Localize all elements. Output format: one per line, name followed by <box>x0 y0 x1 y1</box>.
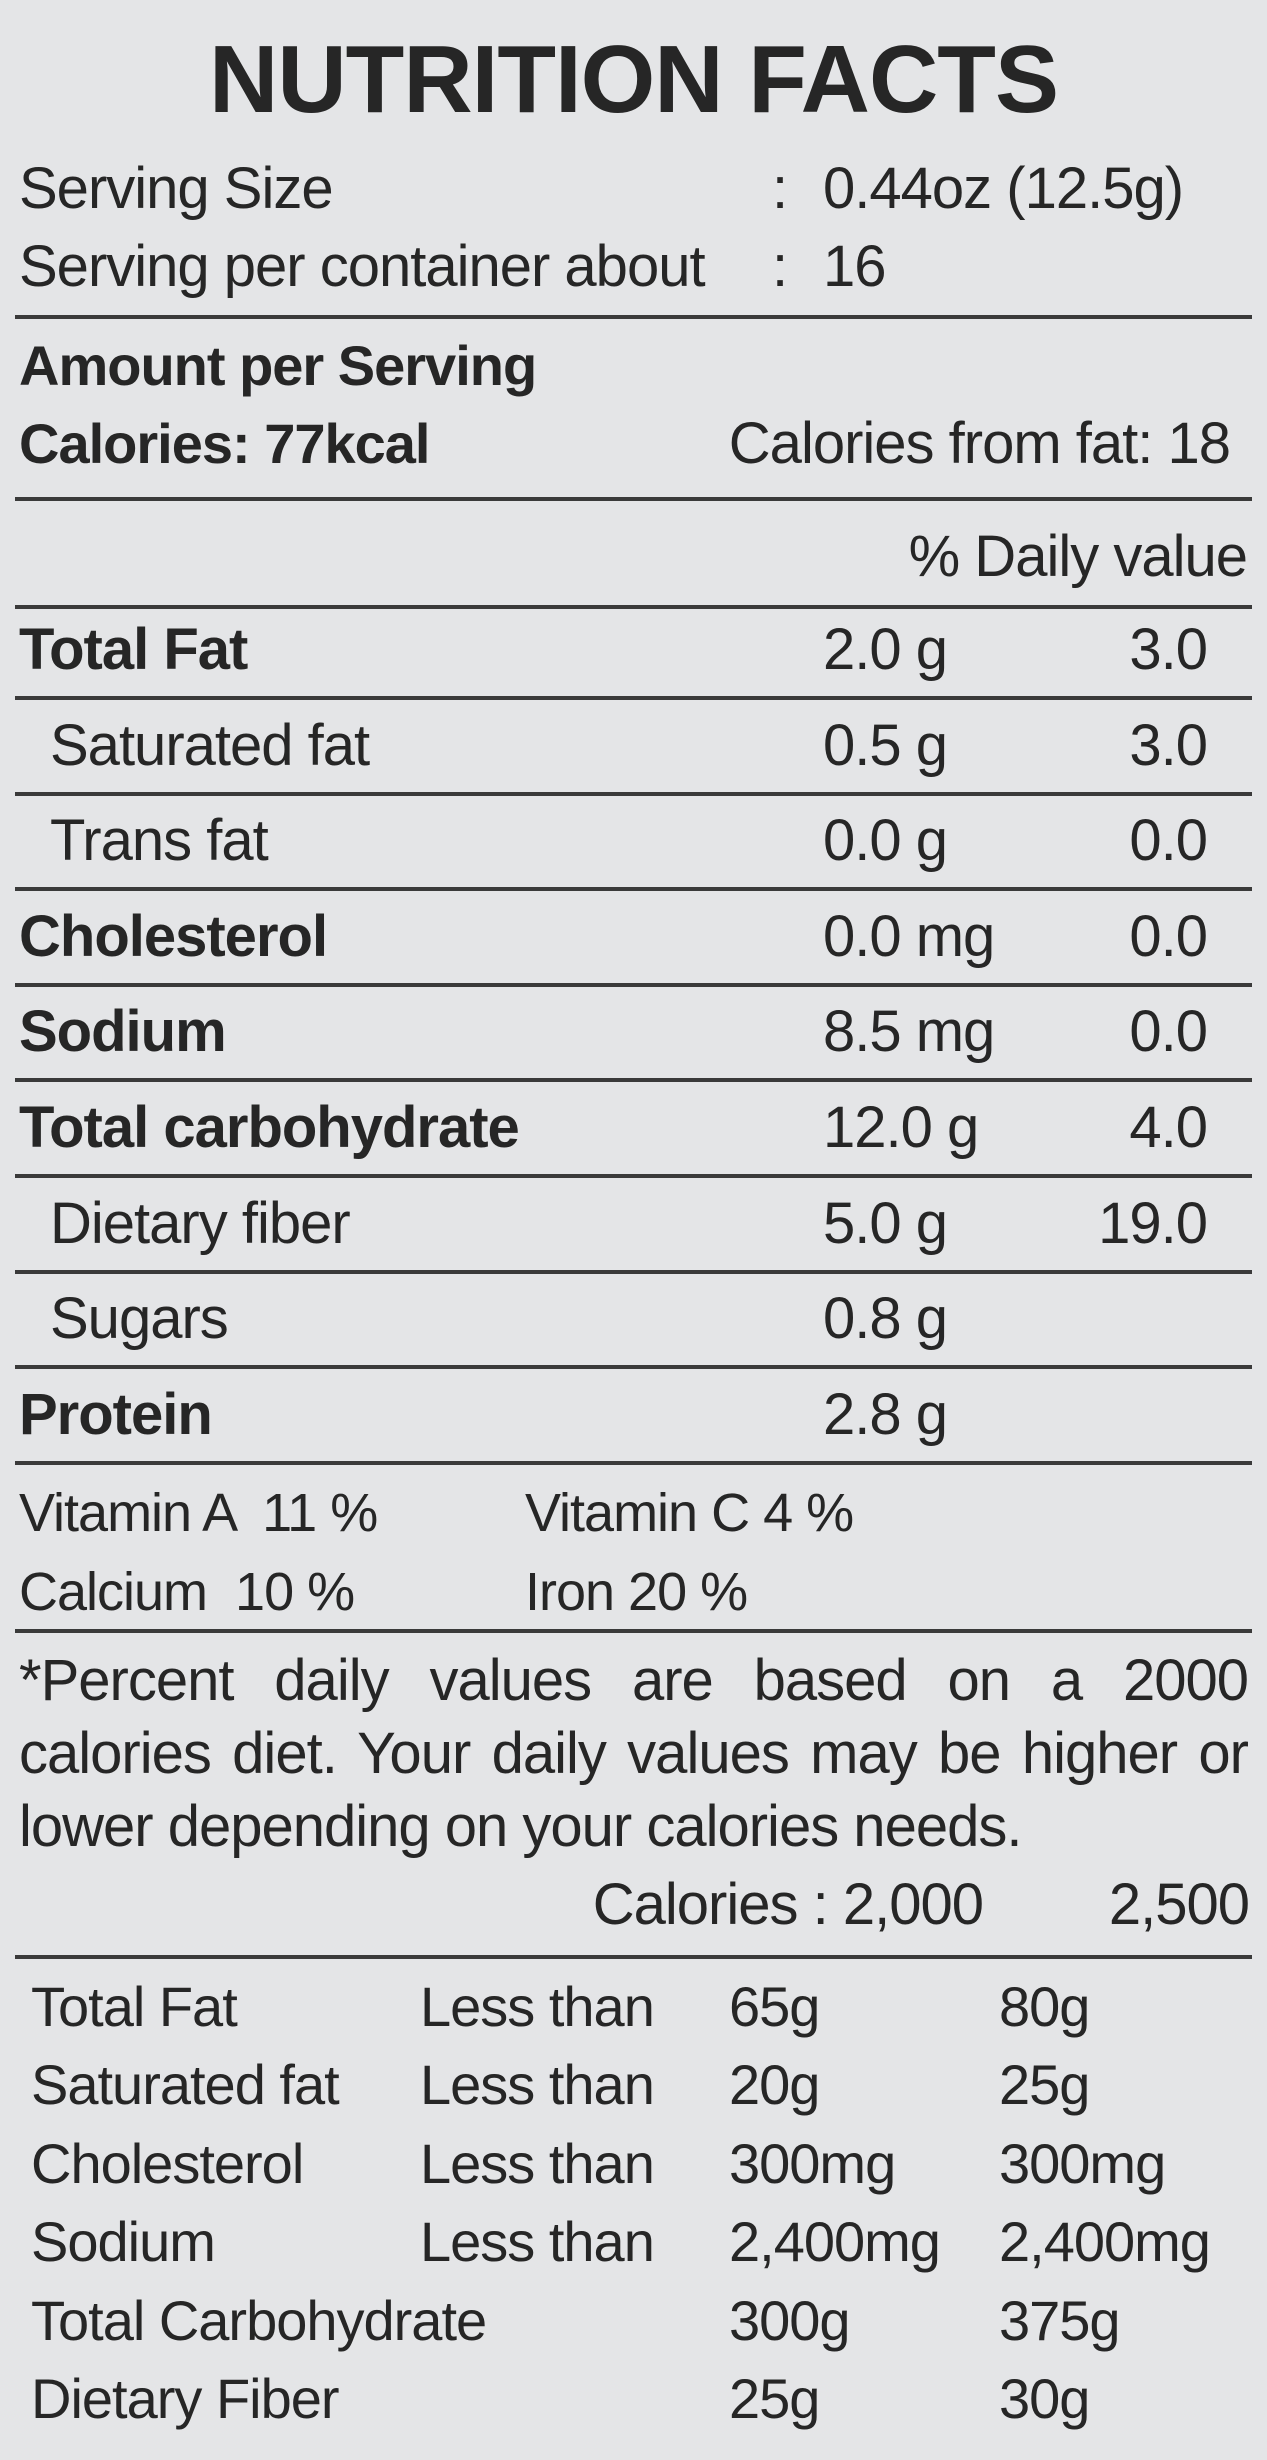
reference-cell: 65g <box>729 1975 820 2038</box>
reference-header: Calories : 2,000 <box>592 1872 984 1937</box>
nutrient-name: Cholesterol <box>19 903 328 969</box>
nutrient-name: Trans fat <box>50 808 269 874</box>
reference-cell: 300mg <box>729 2131 896 2195</box>
daily-value-heading: % Daily value <box>908 524 1248 589</box>
divider <box>15 1460 1252 1465</box>
nutrient-amount: 8.5 mg <box>823 999 995 1065</box>
nutrient-amount: 0.8 g <box>823 1286 948 1352</box>
nutrient-daily-value: 0.0 <box>1129 903 1208 969</box>
footnote-line: *Percent daily values are based on a 200… <box>19 1648 1249 1713</box>
reference-header: 2,500 <box>1108 1872 1250 1937</box>
reference-cell: 300mg <box>999 2131 1166 2195</box>
nutrient-name: Total Fat <box>19 617 248 682</box>
reference-cell: 2,400mg <box>999 2210 1211 2274</box>
amount-heading: Amount per Serving <box>19 334 537 397</box>
nutrient-daily-value: 0.0 <box>1129 808 1208 874</box>
calories-from-fat: Calories from fat: 18 <box>728 411 1231 476</box>
nutrient-name: Sodium <box>19 999 227 1065</box>
reference-cell: 375g <box>999 2288 1121 2352</box>
reference-cell: 2,400mg <box>729 2210 941 2274</box>
divider <box>15 497 1252 501</box>
serving-size-label: Serving Size <box>19 156 334 221</box>
divider <box>15 1269 1252 1274</box>
separator: : <box>772 234 788 299</box>
nutrient-amount: 5.0 g <box>823 1190 948 1256</box>
reference-cell: Less than <box>420 1975 655 2038</box>
nutrient-daily-value: 3.0 <box>1129 712 1208 778</box>
nutrient-amount: 0.0 g <box>823 808 948 874</box>
nutrient-daily-value: 19.0 <box>1098 1190 1208 1256</box>
nutrient-name: Saturated fat <box>50 712 370 778</box>
vitamin: Vitamin A 11 % <box>19 1483 378 1543</box>
reference-cell: Dietary Fiber <box>31 2367 340 2430</box>
reference-cell: Cholesterol <box>31 2131 304 2195</box>
servings-label: Serving per container about <box>19 234 706 299</box>
divider <box>15 1365 1252 1370</box>
reference-cell: 80g <box>999 1975 1090 2038</box>
nutrient-amount: 2.0 g <box>823 617 948 682</box>
reference-cell: Less than <box>420 2131 655 2195</box>
reference-cell: Total Carbohydrate <box>31 2288 487 2352</box>
reference-cell: 20g <box>729 2053 820 2117</box>
nutrient-daily-value: 4.0 <box>1129 1095 1208 1160</box>
nutrient-amount: 12.0 g <box>823 1095 979 1160</box>
reference-cell: Total Fat <box>31 1975 238 2038</box>
nutrient-daily-value: 0.0 <box>1129 999 1208 1065</box>
divider <box>15 1629 1252 1633</box>
reference-cell: 30g <box>999 2367 1090 2430</box>
footnote-line: calories diet. Your daily values may be … <box>19 1721 1249 1786</box>
nutrient-name: Dietary fiber <box>50 1190 351 1256</box>
divider <box>15 605 1252 609</box>
nutrient-amount: 2.8 g <box>823 1381 948 1447</box>
vitamin: Calcium 10 % <box>19 1562 355 1622</box>
divider <box>15 1078 1252 1083</box>
divider <box>15 791 1252 796</box>
footnote-line: lower depending on your calories needs. <box>19 1794 1022 1859</box>
nutrient-amount: 0.0 mg <box>823 903 995 969</box>
divider <box>15 1174 1252 1178</box>
calories: Calories: 77kcal <box>19 412 430 475</box>
nutrient-name: Protein <box>19 1381 213 1447</box>
reference-cell: Less than <box>420 2053 655 2117</box>
reference-cell: 25g <box>729 2367 820 2430</box>
reference-cell: 25g <box>999 2053 1090 2117</box>
divider <box>15 696 1252 700</box>
vitamin: Vitamin C 4 % <box>525 1483 854 1543</box>
nutrient-name: Total carbohydrate <box>19 1095 520 1160</box>
separator: : <box>772 156 788 221</box>
servings-value: 16 <box>823 234 887 299</box>
divider <box>15 1955 1252 1959</box>
nutrient-daily-value: 3.0 <box>1129 617 1208 682</box>
nutrient-amount: 0.5 g <box>823 712 948 778</box>
divider <box>15 315 1252 319</box>
reference-cell: 300g <box>729 2288 851 2352</box>
nutrient-name: Sugars <box>50 1286 229 1352</box>
divider <box>15 982 1252 987</box>
reference-cell: Sodium <box>31 2210 216 2274</box>
title: NUTRITION FACTS <box>209 26 1059 133</box>
divider <box>15 887 1252 892</box>
reference-cell: Saturated fat <box>31 2053 340 2117</box>
vitamin: Iron 20 % <box>525 1562 748 1622</box>
reference-cell: Less than <box>420 2210 655 2274</box>
serving-size-value: 0.44oz (12.5g) <box>823 156 1184 221</box>
